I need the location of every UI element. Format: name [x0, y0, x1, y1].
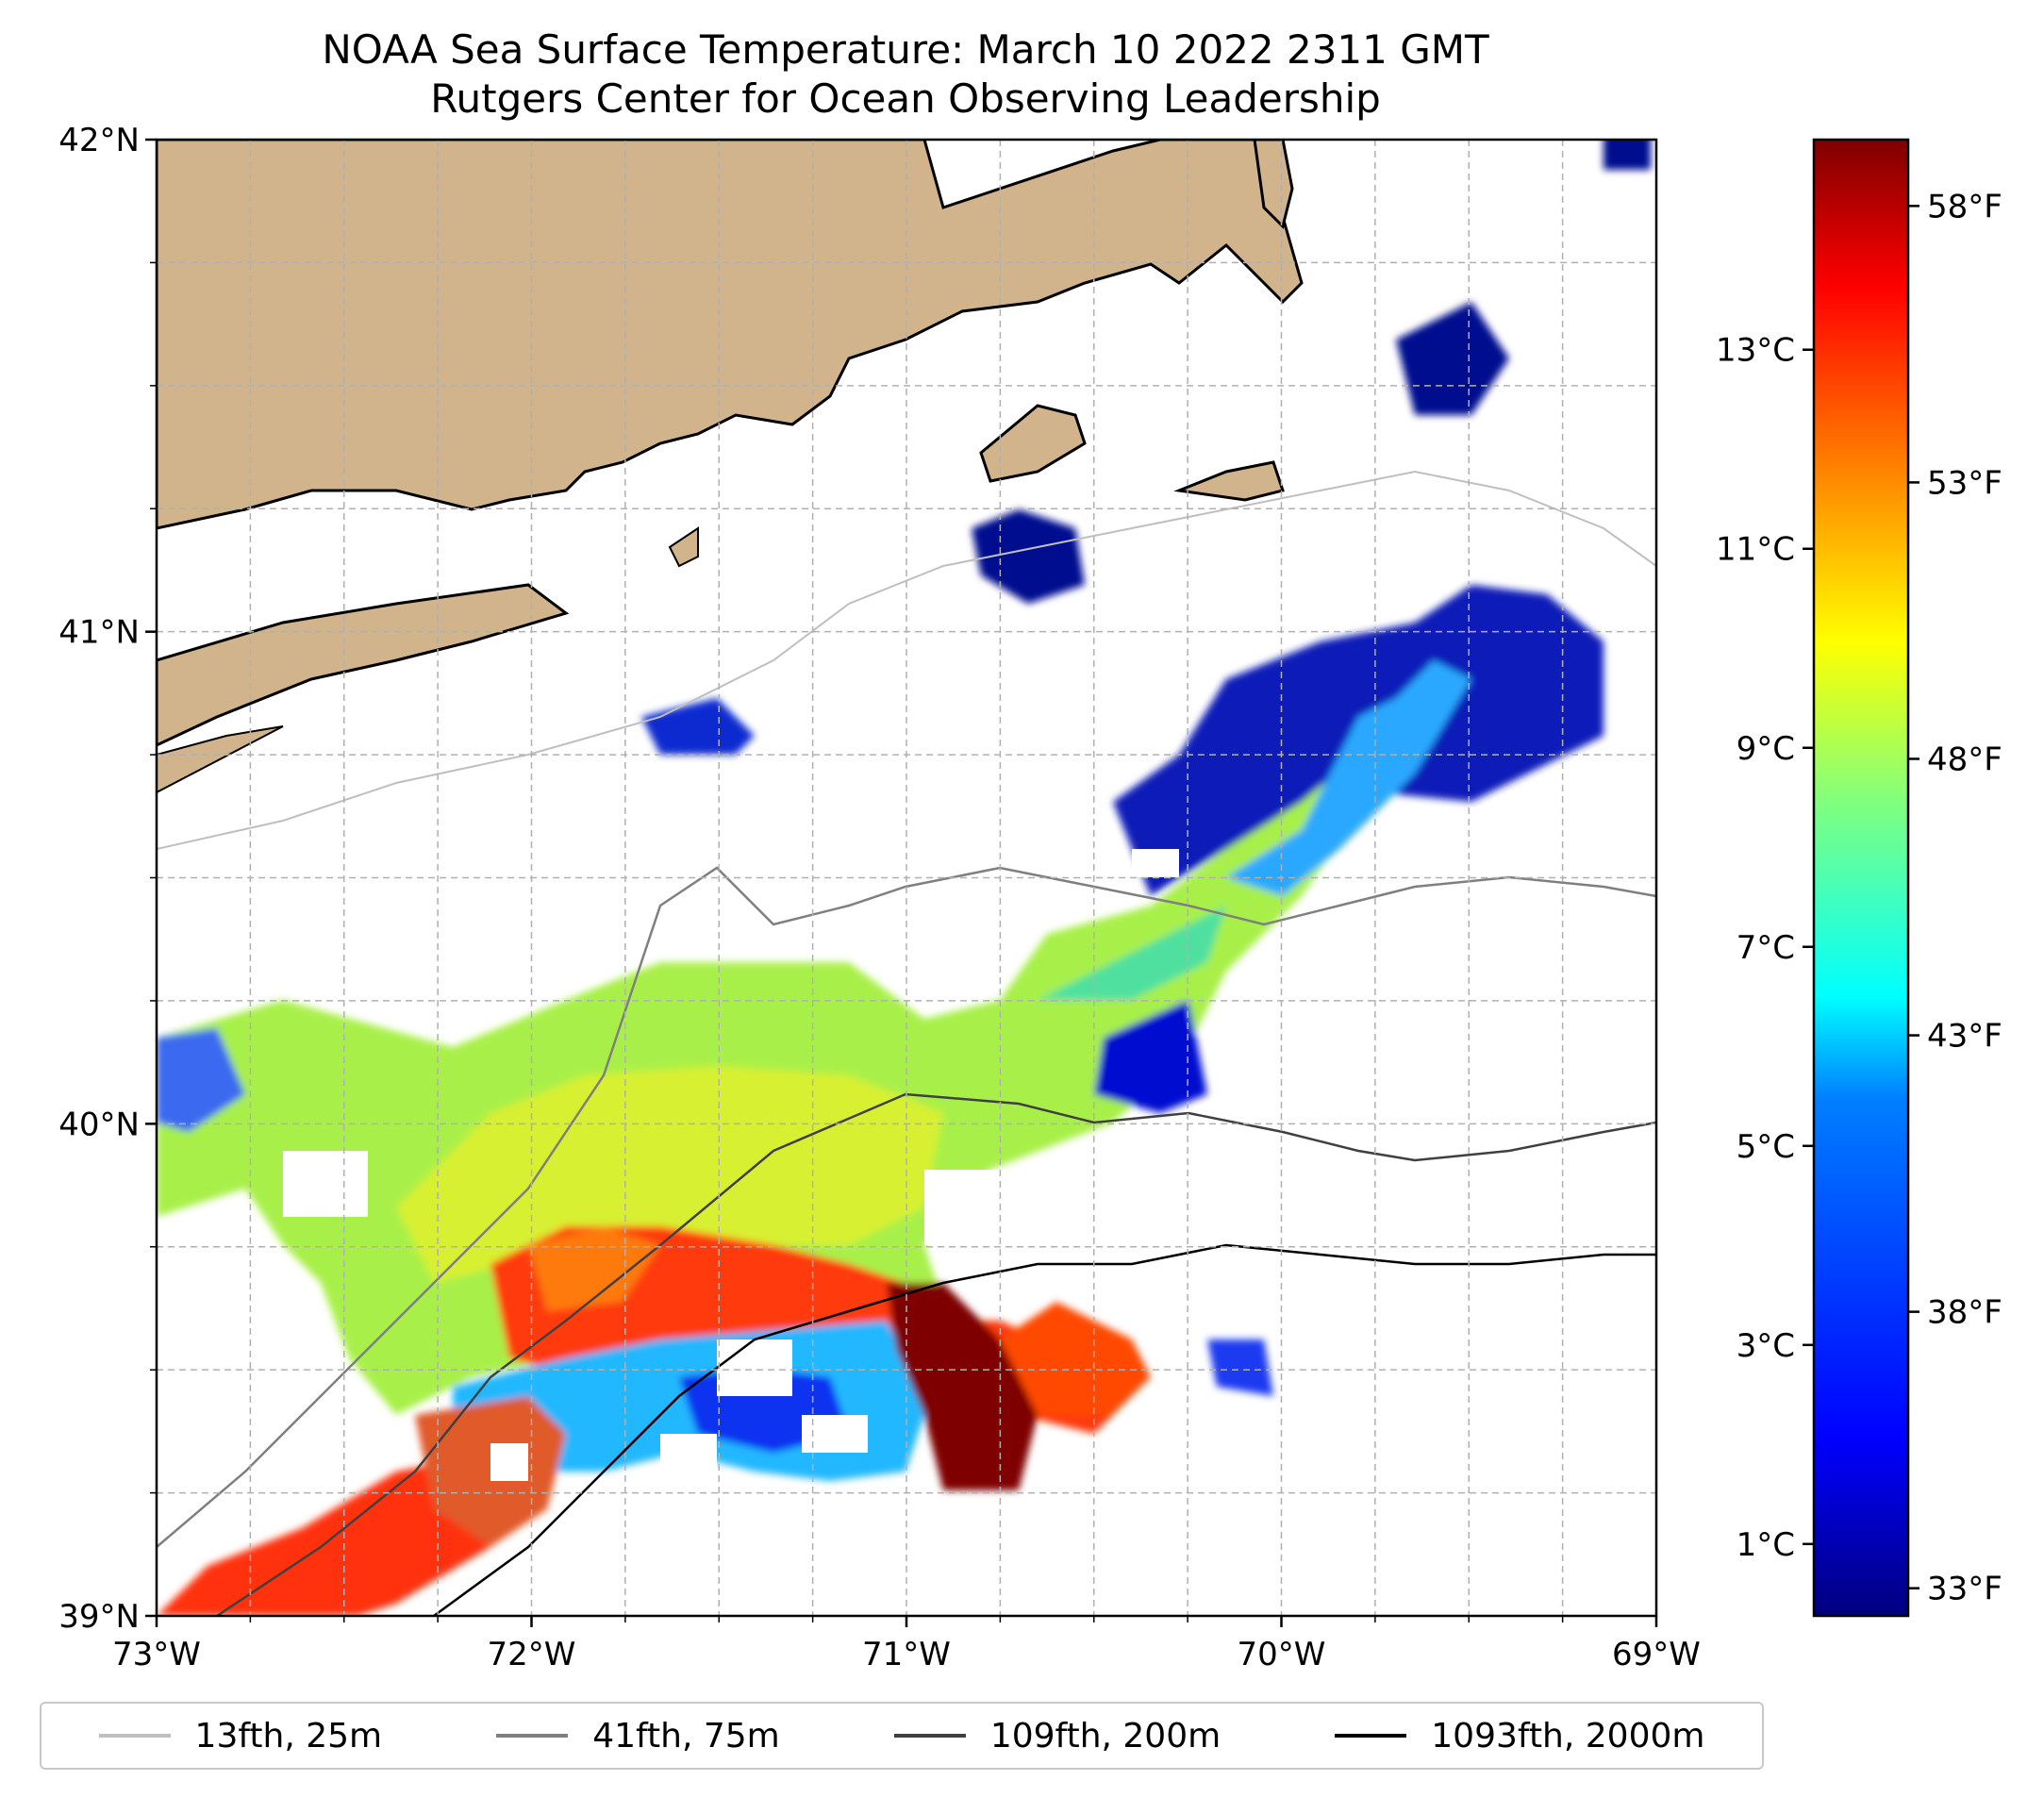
lat-tick-label: 42°N [58, 122, 140, 159]
cloud-gap [1132, 849, 1179, 877]
sst-field [157, 140, 1651, 1616]
legend-item-25m: 13fth, 25m [98, 1716, 383, 1755]
legend-item-2000m: 1093fth, 2000m [1335, 1717, 1704, 1755]
warm-core [887, 1283, 1038, 1490]
lon-tick-label: 69°W [1612, 1636, 1701, 1673]
long-island-south [157, 725, 284, 794]
marthas-vineyard [979, 404, 1087, 483]
legend-swatch [1335, 1734, 1407, 1738]
colorbar-label-c: 13°C [1716, 332, 1795, 370]
colorbar-ticks: 58°F 53°F 48°F 43°F 38°F 33°F 13°C 11°C 9°C 7°C 5°… [1716, 188, 2002, 1607]
green-tongue [1038, 906, 1226, 1000]
colorbar-label-c: 3°C [1737, 1327, 1795, 1365]
cold-patch-small [1207, 1339, 1273, 1396]
colorbar-label-c: 7°C [1737, 929, 1795, 967]
legend-label: 13fth, 25m [194, 1716, 383, 1755]
lon-tick-label: 72°W [488, 1636, 576, 1673]
colorbar [1812, 138, 1910, 1618]
warm-core-fringe [1000, 1302, 1151, 1415]
colorbar-label-f: 48°F [1927, 740, 2002, 778]
long-island [157, 583, 570, 747]
colorbar-label-c: 11°C [1716, 531, 1795, 569]
cloud-gap [802, 1415, 868, 1453]
legend-swatch [98, 1734, 171, 1738]
cold-patch-mid [1094, 1000, 1207, 1113]
block-island [668, 526, 699, 568]
lat-tick-label: 40°N [58, 1106, 140, 1143]
legend-label: 109fth, 200m [989, 1716, 1221, 1755]
nantucket [1173, 460, 1285, 502]
contour-75m [157, 866, 1656, 1548]
colorbar-label-c: 9°C [1737, 730, 1795, 768]
colorbar-label-c: 1°C [1737, 1526, 1795, 1564]
legend-label: 1093fth, 2000m [1431, 1716, 1705, 1755]
legend-swatch [893, 1734, 966, 1738]
bathymetry [157, 470, 1656, 1616]
legend-item-200m: 109fth, 200m [893, 1716, 1221, 1755]
lat-tick-label: 39°N [58, 1598, 140, 1636]
axis-ticks: 73°W 72°W 71°W 70°W 69°W 42°N 41°N 40°N 39°N [58, 122, 1701, 1673]
contour-25m [157, 470, 1656, 850]
colorbar-label-f: 43°F [1927, 1018, 2002, 1056]
cape-cod-tip [1253, 140, 1294, 229]
cold-blob-1 [641, 698, 755, 755]
cloud-gap [490, 1443, 528, 1481]
lon-tick-label: 73°W [112, 1636, 201, 1673]
contour-legend: 13fth, 25m 41fth, 75m 109fth, 200m 1093f… [40, 1702, 1764, 1770]
colorbar-label-f: 53°F [1927, 464, 2002, 502]
cloud-gap [924, 1170, 1028, 1245]
lat-tick-label: 41°N [58, 614, 140, 652]
lon-tick-label: 70°W [1238, 1636, 1326, 1673]
cold-blob-3 [1396, 302, 1509, 415]
legend-swatch [496, 1734, 569, 1738]
lon-tick-label: 71°W [862, 1636, 951, 1673]
contour-200m [216, 1092, 1656, 1616]
map-subtitle: Rutgers Center for Ocean Observing Leade… [430, 75, 1381, 122]
mainland [157, 140, 1304, 530]
cold-blob-4 [1604, 140, 1651, 170]
colorbar-label-f: 38°F [1927, 1294, 2002, 1332]
contour-2000m [433, 1243, 1656, 1616]
colorbar-label-c: 5°C [1737, 1128, 1795, 1166]
warm-shelf-patch [396, 1066, 943, 1283]
cloud-gap [283, 1151, 368, 1217]
land [157, 140, 1304, 794]
cyan-tongue [1226, 660, 1471, 896]
legend-label: 41fth, 75m [592, 1716, 780, 1755]
cold-blob-2 [972, 509, 1085, 604]
cloud-gap [717, 1339, 792, 1396]
cold-blob-west [157, 1028, 245, 1132]
colorbar-label-f: 58°F [1927, 188, 2002, 225]
map-title: NOAA Sea Surface Temperature: March 10 2… [322, 26, 1489, 73]
gridlines [157, 140, 1656, 1616]
colorbar-label-f: 33°F [1927, 1571, 2002, 1608]
legend-item-75m: 41fth, 75m [496, 1717, 780, 1755]
cloud-gap [660, 1434, 717, 1472]
